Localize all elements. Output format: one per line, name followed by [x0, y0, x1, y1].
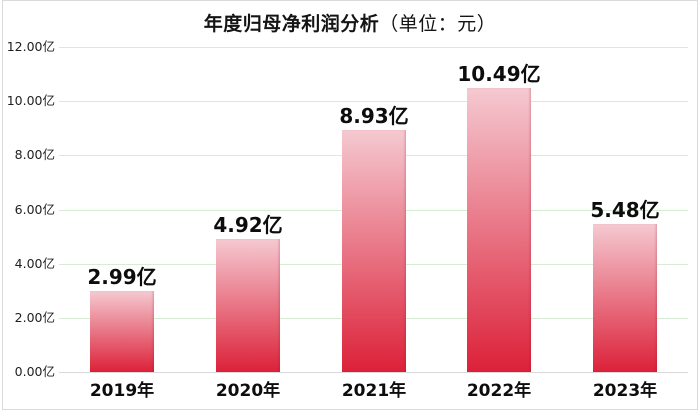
- y-tick-label: 6.00亿: [14, 202, 55, 217]
- bar-value-label: 5.48亿: [590, 198, 660, 222]
- x-tick-label: 2023年: [592, 381, 658, 401]
- bar: [90, 291, 154, 372]
- bar: [342, 130, 406, 372]
- chart-title-main: 年度归母净利润分析: [203, 13, 380, 35]
- y-tick-label: 0.00亿: [14, 364, 55, 379]
- y-tick-label: 8.00亿: [14, 147, 55, 162]
- gridline: [59, 47, 688, 48]
- y-tick-label: 12.00亿: [6, 39, 55, 54]
- y-tick-label: 4.00亿: [14, 256, 55, 271]
- x-tick-label: 2019年: [89, 381, 155, 401]
- x-tick-label: 2021年: [341, 381, 407, 401]
- x-tick-label: 2020年: [215, 381, 281, 401]
- gridline: [59, 101, 688, 102]
- bar-value-label: 2.99亿: [87, 265, 157, 289]
- chart-title: 年度归母净利润分析（单位：元）: [0, 9, 700, 36]
- x-tick-label: 2022年: [466, 381, 532, 401]
- bar: [467, 88, 531, 372]
- bar: [593, 224, 657, 372]
- bar-value-label: 8.93亿: [339, 104, 409, 128]
- chart-title-unit: （单位：元）: [379, 13, 497, 35]
- bar-value-label: 10.49亿: [457, 62, 541, 86]
- bar-value-label: 4.92亿: [213, 213, 283, 237]
- y-tick-label: 2.00亿: [14, 310, 55, 325]
- baseline: [59, 372, 688, 373]
- bar: [216, 239, 280, 372]
- y-tick-label: 10.00亿: [6, 93, 55, 108]
